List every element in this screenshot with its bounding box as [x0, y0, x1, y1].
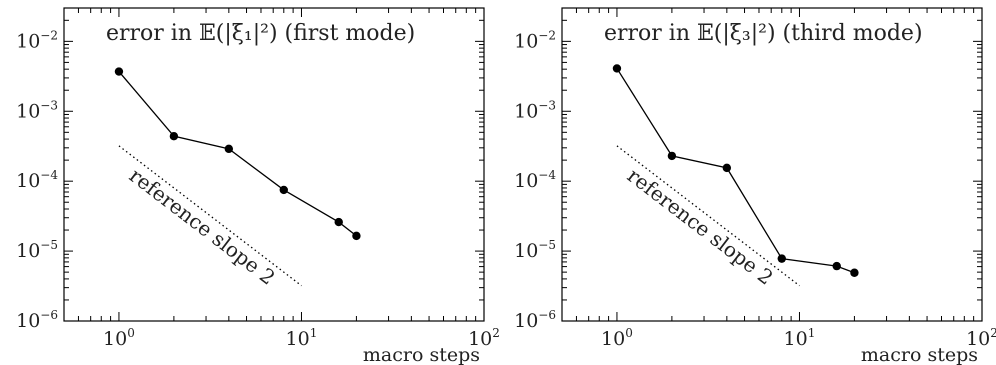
- error-series-line: [118, 71, 357, 237]
- x-tick-label: 100: [601, 326, 633, 350]
- data-point: [850, 268, 859, 277]
- data-point: [832, 261, 841, 271]
- plot-frame: [63, 7, 485, 322]
- x-axis-label: macro steps: [363, 344, 480, 365]
- y-tick-label: 10−6: [514, 308, 556, 332]
- data-point: [224, 144, 234, 154]
- chart-panel-2: 100 101 102 10−6 10−5 10−4 10−3 10−2 error in 𝔼(…: [514, 7, 996, 365]
- data-point: [352, 231, 361, 241]
- reference-slope-line: [118, 145, 302, 287]
- y-tick-label: 10−4: [514, 168, 556, 192]
- data-point: [777, 254, 786, 263]
- reference-slope-label: reference slope 2: [125, 163, 280, 290]
- data-point: [612, 64, 622, 73]
- y-tick-label: 10−4: [16, 168, 58, 192]
- data-point: [114, 67, 124, 76]
- plot-frame: [561, 7, 983, 322]
- data-point: [667, 151, 677, 161]
- y-tick-label: 10−2: [514, 28, 556, 52]
- reference-slope-line: [616, 145, 800, 287]
- y-tick-label: 10−3: [514, 98, 556, 122]
- x-tick-label: 102: [966, 326, 996, 350]
- chart-title: error in 𝔼(|ξ₃|²) (third mode): [604, 21, 923, 46]
- x-tick-label: 100: [103, 326, 135, 350]
- y-tick-label: 10−5: [514, 238, 556, 262]
- data-point: [279, 185, 288, 195]
- data-point: [334, 217, 343, 227]
- x-tick-label: 102: [468, 326, 500, 350]
- y-tick-label: 10−5: [16, 238, 58, 262]
- data-point: [169, 131, 179, 141]
- x-tick-label: 101: [784, 326, 816, 350]
- y-tick-label: 10−6: [16, 308, 58, 332]
- chart-title: error in 𝔼(|ξ₁|²) (first mode): [106, 21, 415, 46]
- chart-panel-1: 100 101 102 10−6 10−5 10−4 10−3 10−2 error in 𝔼(…: [16, 7, 500, 365]
- y-tick-label: 10−3: [16, 98, 58, 122]
- x-tick-label: 101: [286, 326, 318, 350]
- reference-slope-label: reference slope 2: [623, 163, 778, 290]
- x-axis-label: macro steps: [861, 344, 978, 365]
- data-point: [722, 163, 732, 173]
- y-tick-label: 10−2: [16, 28, 58, 52]
